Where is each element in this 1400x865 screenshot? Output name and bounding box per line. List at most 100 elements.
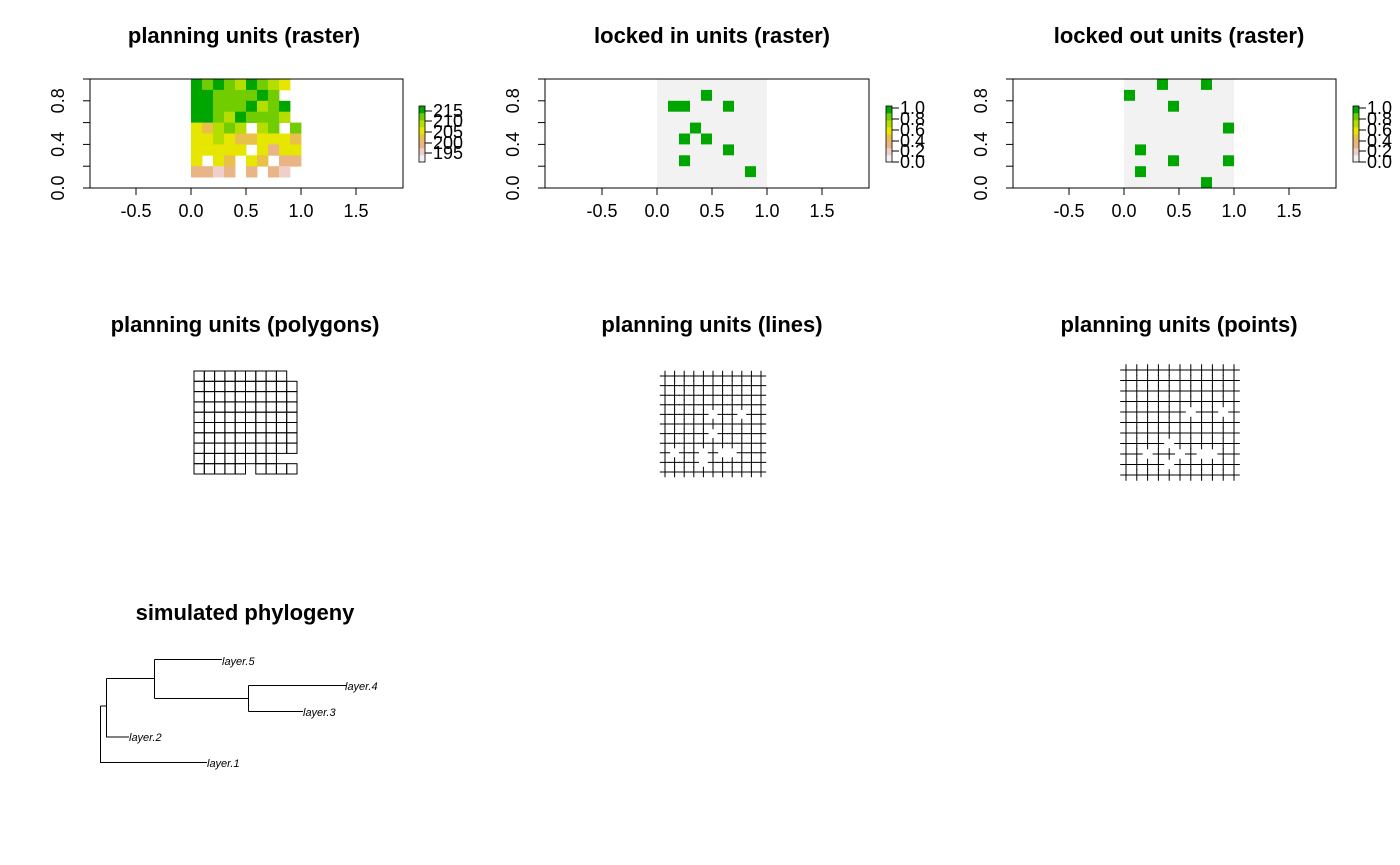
legend-label: 1.0	[1367, 98, 1392, 118]
unit-marker	[707, 438, 719, 449]
unit-marker	[736, 447, 747, 458]
x-tick-label: 0.5	[699, 201, 724, 221]
locked-cell	[1201, 79, 1212, 90]
unit-marker	[1174, 374, 1186, 387]
unit-marker	[1217, 448, 1229, 460]
x-tick-label: 0.0	[644, 201, 669, 221]
polygon-cell	[234, 401, 246, 413]
unit-marker	[1152, 448, 1165, 460]
unit-marker	[1195, 406, 1208, 418]
unit-marker	[1141, 374, 1154, 387]
unit-marker	[717, 390, 728, 401]
panel-planning-units-points: planning units (points)	[1060, 312, 1298, 481]
unit-marker	[736, 399, 747, 410]
y-tick-label: 0.8	[48, 88, 68, 113]
unit-marker	[1228, 364, 1240, 376]
legend-swatch	[1353, 134, 1359, 142]
color-legend: 1.00.80.60.40.20.0	[1352, 98, 1392, 172]
unit-marker	[1228, 416, 1240, 429]
polygon-cell	[214, 422, 226, 434]
legend-swatch	[886, 155, 892, 163]
unit-marker	[698, 418, 709, 430]
legend-swatch	[886, 113, 892, 121]
unit-marker	[1195, 469, 1208, 481]
polygon-cell	[245, 370, 257, 382]
unit-marker	[1152, 469, 1165, 481]
polygon-cell	[234, 370, 246, 382]
polygon-cell	[255, 442, 267, 454]
unit-marker	[1120, 469, 1132, 481]
legend-swatch	[886, 106, 892, 114]
unit-marker	[727, 409, 738, 420]
locked-cell	[1201, 177, 1212, 188]
unit-marker	[1163, 427, 1175, 439]
unit-marker	[1141, 469, 1154, 481]
legend-swatch	[1353, 106, 1359, 114]
locked-cell	[701, 133, 712, 145]
unit-marker	[669, 380, 680, 391]
unit-marker	[1141, 406, 1154, 418]
unit-marker	[679, 447, 690, 458]
polygon-cell	[286, 411, 298, 424]
x-tick-label: 0.5	[233, 201, 258, 221]
clade-branch	[106, 678, 129, 738]
raster-cell	[279, 100, 291, 113]
unit-marker	[688, 457, 699, 468]
polygon-cell	[214, 432, 226, 444]
legend-label: 0.0	[1367, 152, 1392, 172]
polygon-cell	[255, 380, 267, 393]
legend-swatch	[886, 120, 892, 128]
polygon-cell	[275, 422, 288, 434]
unit-marker	[679, 466, 690, 478]
raster-cell	[213, 166, 225, 178]
raster-cell	[279, 133, 291, 145]
unit-marker	[688, 466, 699, 478]
polygon-cell	[214, 391, 226, 403]
legend-swatch	[886, 141, 892, 149]
y-tick-label: 0.4	[48, 132, 68, 157]
unit-marker	[1228, 374, 1240, 387]
unit-marker	[707, 447, 719, 458]
raster-cell	[257, 133, 269, 145]
raster-cell	[213, 111, 225, 123]
x-tick-label: 1.5	[1276, 201, 1301, 221]
unit-marker	[1206, 395, 1219, 408]
locked-cell	[723, 144, 734, 156]
polygon-cell	[234, 452, 246, 465]
unit-marker	[659, 457, 671, 468]
unit-marker	[688, 409, 699, 420]
unit-marker	[736, 418, 747, 430]
legend-swatch	[419, 155, 425, 163]
unit-marker	[1185, 364, 1197, 376]
polygon-cell	[275, 401, 288, 413]
unit-marker	[707, 370, 719, 382]
legend-swatch	[886, 134, 892, 142]
unit-marker	[746, 428, 757, 439]
unit-marker	[1152, 458, 1165, 471]
raster-cell	[257, 122, 269, 134]
polygon-cell	[245, 432, 257, 444]
y-axis: 0.0 0.4 0.8	[503, 78, 545, 201]
unit-marker	[1131, 374, 1143, 387]
raster-cell	[290, 144, 302, 156]
unit-marker	[717, 399, 728, 410]
unit-marker	[1228, 385, 1240, 397]
legend-label: 0.8	[1367, 109, 1392, 129]
unit-marker	[659, 370, 671, 382]
color-legend: 1.00.80.60.40.20.0	[885, 98, 925, 172]
unit-marker	[1217, 374, 1229, 387]
unit-marker	[698, 370, 709, 382]
unit-marker	[727, 438, 738, 449]
panel-planning-units-polygons: planning units (polygons)	[111, 312, 379, 475]
unit-marker	[679, 438, 690, 449]
y-tick-label: 0.4	[503, 132, 523, 157]
raster-cell	[224, 133, 236, 145]
panel-title: simulated phylogeny	[136, 600, 356, 625]
raster-cell	[235, 111, 247, 123]
raster-cell	[191, 89, 203, 102]
raster-cell	[202, 133, 214, 145]
polygon-cell	[214, 442, 226, 454]
polygon-cell	[275, 391, 288, 403]
polygon-cell	[193, 463, 205, 475]
unit-marker	[1195, 416, 1208, 429]
